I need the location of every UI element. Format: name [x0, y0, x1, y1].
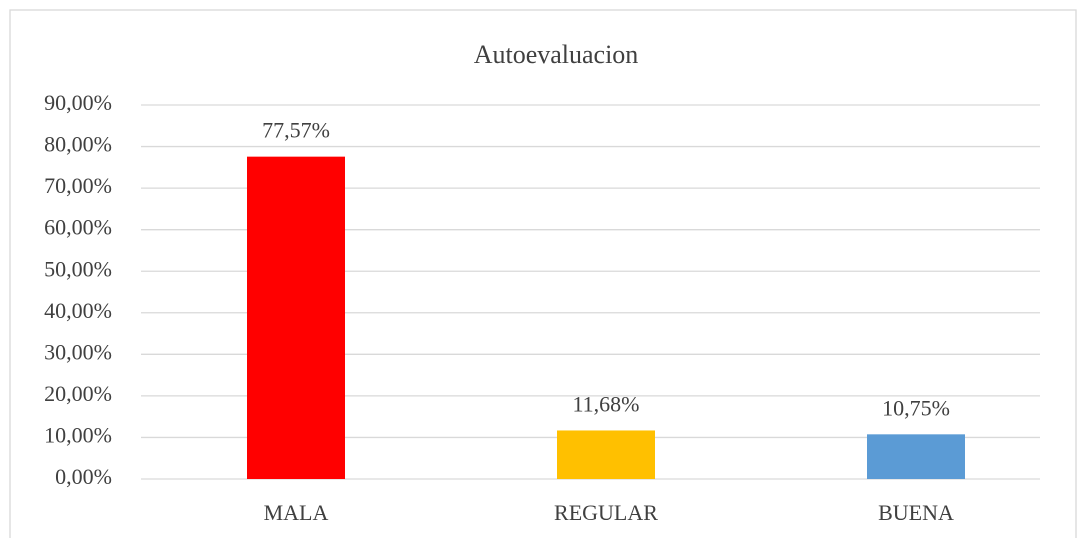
y-tick-label: 20,00%: [44, 381, 112, 406]
y-tick-label: 90,00%: [44, 90, 112, 115]
x-tick-label: BUENA: [878, 500, 954, 525]
y-tick-label: 60,00%: [44, 215, 112, 240]
x-tick-label: MALA: [264, 500, 329, 525]
y-tick-label: 0,00%: [55, 464, 112, 489]
chart-title: Autoevaluacion: [474, 40, 639, 69]
bar: [247, 156, 345, 479]
y-tick-label: 80,00%: [44, 132, 112, 157]
data-label: 10,75%: [882, 395, 950, 420]
data-label: 11,68%: [572, 392, 639, 417]
bar: [557, 430, 655, 479]
data-label: 77,57%: [262, 118, 330, 143]
bar: [867, 434, 965, 479]
y-tick-label: 40,00%: [44, 298, 112, 323]
x-tick-label: REGULAR: [554, 500, 658, 525]
y-tick-label: 50,00%: [44, 256, 112, 281]
y-tick-label: 10,00%: [44, 422, 112, 447]
y-tick-label: 70,00%: [44, 173, 112, 198]
y-tick-label: 30,00%: [44, 339, 112, 364]
